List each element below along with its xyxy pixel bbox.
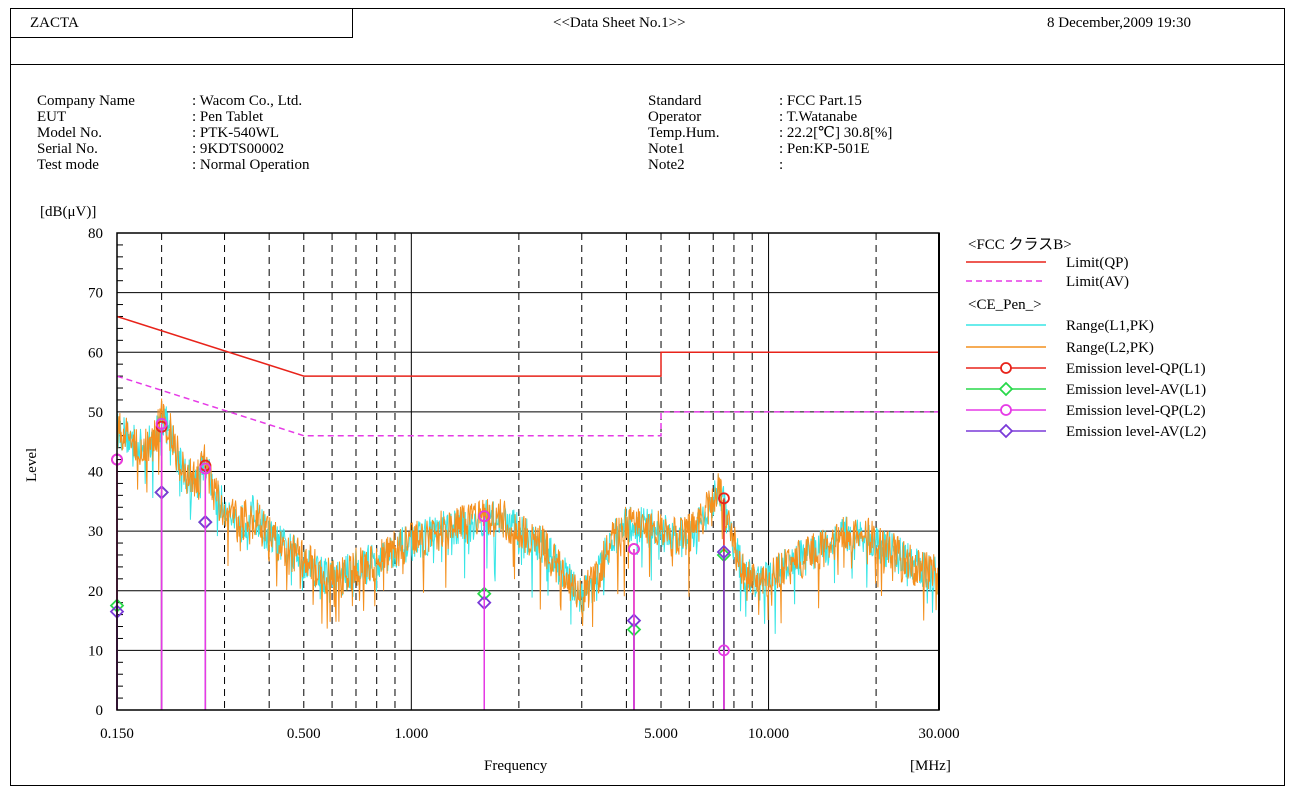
axis-ticks: 0 10 20 30 40 50 60 70 80 0.150 0.500 1.000 5.000 10.… bbox=[88, 226, 960, 742]
datetime: 8 December,2009 19:30 bbox=[1047, 15, 1191, 31]
y-tick-label: 40 bbox=[88, 465, 103, 481]
info-label: Company Name bbox=[37, 93, 135, 109]
y-tick-label: 50 bbox=[88, 405, 103, 421]
qp-l1-marker bbox=[718, 492, 730, 505]
grid bbox=[117, 233, 939, 710]
y-tick-label: 80 bbox=[88, 226, 103, 242]
y-tick-label: 60 bbox=[88, 345, 103, 361]
legend-swatch-diamond bbox=[998, 423, 1014, 439]
info-value: : Normal Operation bbox=[192, 157, 310, 173]
info-label: Serial No. bbox=[37, 141, 98, 157]
info-value: : Pen:KP-501E bbox=[779, 141, 870, 157]
y-tick-label: 0 bbox=[96, 703, 104, 719]
x-tick-label: 0.150 bbox=[100, 726, 134, 742]
x-unit: [MHz] bbox=[910, 758, 951, 774]
range-l2-trace bbox=[116, 398, 940, 629]
legend-label: Range(L2,PK) bbox=[1066, 340, 1154, 356]
x-axis-label: Frequency bbox=[484, 758, 548, 774]
qp-l2-marker bbox=[718, 644, 730, 657]
info-label: Operator bbox=[648, 109, 702, 125]
av-l2-marker bbox=[716, 544, 732, 560]
y-tick-label: 10 bbox=[88, 643, 103, 659]
header-divider bbox=[353, 64, 1285, 65]
company-box bbox=[10, 8, 353, 38]
legend-label: Limit(AV) bbox=[1066, 274, 1130, 290]
info-value: : 9KDTS00002 bbox=[192, 141, 285, 157]
x-tick-label: 1.000 bbox=[394, 726, 428, 742]
limit-av-line bbox=[116, 375, 939, 437]
sheet-title: <<Data Sheet No.1>> bbox=[553, 15, 686, 31]
info-label: Model No. bbox=[37, 125, 102, 141]
x-tick-label: 30.000 bbox=[918, 726, 959, 742]
info-value: : 22.2[℃] 30.8[%] bbox=[779, 125, 893, 141]
info-value: : Pen Tablet bbox=[192, 109, 264, 125]
limit-lines bbox=[116, 315, 939, 437]
legend-label: Emission level-QP(L2) bbox=[1066, 403, 1206, 419]
qp-l2-marker bbox=[199, 462, 212, 475]
info-value: : FCC Part.15 bbox=[779, 93, 862, 109]
range-traces bbox=[116, 398, 940, 634]
axes bbox=[116, 232, 940, 711]
legend-swatch-circle bbox=[1000, 362, 1012, 374]
legend-swatch-diamond bbox=[998, 381, 1014, 397]
legend-swatches bbox=[966, 261, 1046, 439]
y-tick-label: 30 bbox=[88, 524, 103, 540]
info-label: Test mode bbox=[37, 157, 99, 173]
header-divider-left bbox=[10, 64, 353, 65]
legend-label: Emission level-AV(L2) bbox=[1066, 424, 1207, 440]
info-label: Note2 bbox=[648, 157, 685, 173]
info-label: Note1 bbox=[648, 141, 685, 157]
legend-group-title: <CE_Pen_> bbox=[968, 297, 1042, 313]
y-tick-label: 70 bbox=[88, 286, 103, 302]
legend-label: Range(L1,PK) bbox=[1066, 318, 1154, 334]
info-label: Temp.Hum. bbox=[648, 125, 720, 141]
qp-l2-marker bbox=[628, 543, 640, 555]
limit-qp-line bbox=[116, 315, 939, 377]
info-label: Standard bbox=[648, 93, 702, 109]
info-value: : bbox=[779, 157, 784, 173]
info-value: : T.Watanabe bbox=[779, 109, 858, 125]
info-label: EUT bbox=[37, 109, 67, 125]
y-tick-label: 20 bbox=[88, 584, 103, 600]
legend-swatch-circle bbox=[1000, 404, 1012, 416]
x-tick-label: 5.000 bbox=[644, 726, 678, 742]
sheet-frame bbox=[10, 8, 1285, 786]
legend-label: Limit(QP) bbox=[1066, 255, 1129, 271]
legend-group-title: <FCC クラスB> bbox=[968, 237, 1072, 253]
x-tick-label: 0.500 bbox=[287, 726, 321, 742]
x-tick-label: 10.000 bbox=[748, 726, 789, 742]
qp-l2-marker bbox=[478, 510, 491, 523]
info-value: : Wacom Co., Ltd. bbox=[192, 93, 303, 109]
legend-label: Emission level-AV(L1) bbox=[1066, 382, 1207, 398]
info-value: : PTK-540WL bbox=[192, 125, 280, 141]
legend-label: Emission level-QP(L1) bbox=[1066, 361, 1206, 377]
qp-l2-marker bbox=[155, 417, 168, 430]
company-label: ZACTA bbox=[30, 15, 79, 31]
y-unit: [dB(μV)] bbox=[40, 204, 97, 220]
